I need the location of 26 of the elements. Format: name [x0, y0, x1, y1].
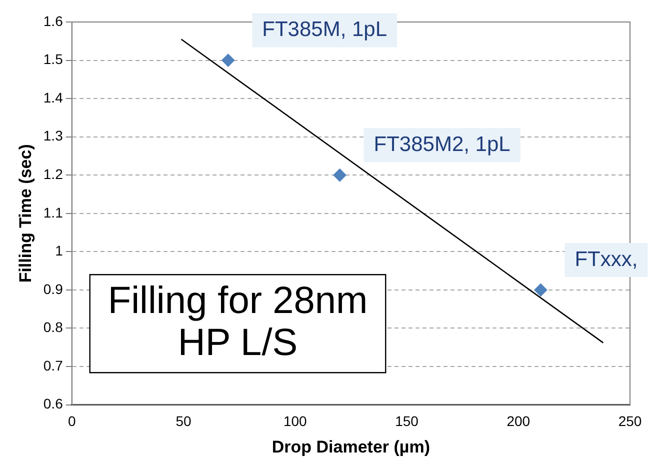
point — [333, 168, 346, 182]
point — [222, 54, 235, 67]
y-tick-label: 1.2 — [43, 166, 64, 182]
y-tick-label: 1.6 — [43, 12, 64, 29]
y-tick-label: 0.7 — [43, 357, 64, 374]
y-tick-label: 0.6 — [43, 396, 64, 412]
y-axis-title: Filling Time (sec) — [16, 144, 35, 283]
y-tick-label: 0.9 — [43, 280, 64, 297]
point — [534, 283, 548, 296]
x-axis-title: Drop Diameter (µm) — [272, 437, 430, 456]
x-tick-label: 150 — [395, 413, 419, 430]
annotation: FT385M, 1pL — [262, 18, 388, 42]
annotation: Filling for 28nm HP L/S — [108, 280, 368, 364]
y-tick-label: 1.5 — [43, 51, 64, 68]
annotation: FTxxx, — [574, 248, 638, 271]
x-tick-label: 50 — [176, 413, 192, 430]
y-tick-label: 1 — [55, 242, 64, 259]
y-tick-label: 1.3 — [43, 128, 64, 144]
annotation: FT385M2, 1pL — [374, 132, 510, 156]
y-tick-label: 0.8 — [43, 319, 64, 336]
y-tick-label: 1.4 — [43, 89, 64, 106]
x-tick-label: 100 — [283, 413, 308, 430]
x-tick-label: 0 — [68, 413, 76, 430]
x-tick-label: 250 — [618, 413, 642, 430]
x-tick-label: 200 — [506, 413, 530, 430]
y-tick-label: 1.1 — [43, 204, 64, 220]
